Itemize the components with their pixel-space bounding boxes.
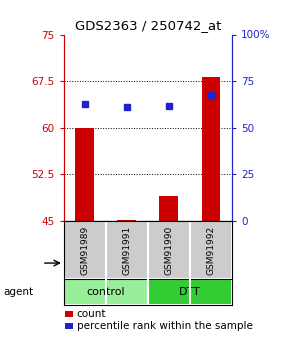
Text: control: control xyxy=(86,287,125,297)
Text: percentile rank within the sample: percentile rank within the sample xyxy=(77,321,253,331)
Title: GDS2363 / 250742_at: GDS2363 / 250742_at xyxy=(75,19,221,32)
Text: GSM91989: GSM91989 xyxy=(80,226,89,275)
Text: GSM91992: GSM91992 xyxy=(206,226,215,275)
Bar xyxy=(64,221,106,279)
Text: agent: agent xyxy=(3,287,33,297)
Text: count: count xyxy=(77,309,106,319)
Text: DTT: DTT xyxy=(179,287,201,297)
Bar xyxy=(148,221,190,279)
Text: GSM91991: GSM91991 xyxy=(122,226,131,275)
Bar xyxy=(75,128,94,221)
Bar xyxy=(202,77,220,221)
Text: GSM91990: GSM91990 xyxy=(164,226,173,275)
Bar xyxy=(64,279,148,305)
Bar xyxy=(190,221,232,279)
Bar xyxy=(148,279,232,305)
Bar xyxy=(160,196,178,221)
Bar xyxy=(117,219,136,221)
Bar xyxy=(106,221,148,279)
